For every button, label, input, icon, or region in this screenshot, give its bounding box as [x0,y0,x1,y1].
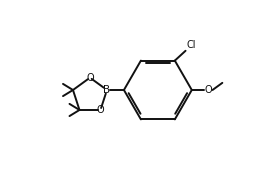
Text: O: O [86,73,94,83]
Text: B: B [103,85,111,95]
Text: O: O [97,105,104,115]
Text: O: O [204,85,212,95]
Text: Cl: Cl [186,40,196,50]
